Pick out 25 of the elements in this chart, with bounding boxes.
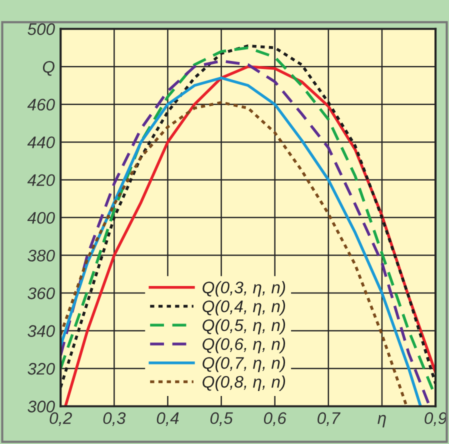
legend-label: Q(0,8, η, n) [202, 376, 286, 392]
y-tick-label: 360 [28, 287, 55, 300]
x-tick-label: 0,9 [424, 412, 447, 426]
x-tick-label: 0,2 [50, 412, 72, 426]
x-tick-label: η [378, 414, 386, 428]
x-tick-label: 0,3 [103, 412, 126, 426]
legend-label: Q(0,5, η, n) [202, 318, 286, 334]
y-tick-label: 340 [28, 325, 55, 337]
legend-label: Q(0,6, η, n) [202, 338, 286, 354]
x-tick-label: 0,6 [264, 412, 286, 426]
y-tick-label: 320 [28, 362, 55, 375]
y-tick-label: 460 [27, 98, 55, 111]
y-tick-label: 300 [28, 400, 55, 412]
y-tick-label: Q [42, 61, 55, 76]
x-tick-label: 0,7 [318, 412, 341, 426]
y-tick-label: 500 [28, 23, 55, 36]
legend-label: Q(0,3, η, n) [202, 281, 286, 297]
legend-label: Q(0,7, η, n) [202, 356, 286, 372]
legend-label: Q(0,4, η, n) [202, 300, 286, 316]
y-tick-label: 420 [27, 174, 55, 186]
x-tick-label: 0,5 [210, 412, 233, 426]
y-tick-label: 440 [27, 136, 55, 148]
y-tick-label: 400 [27, 212, 55, 224]
x-tick-label: 0,4 [156, 412, 179, 426]
y-tick-label: 380 [28, 250, 55, 262]
